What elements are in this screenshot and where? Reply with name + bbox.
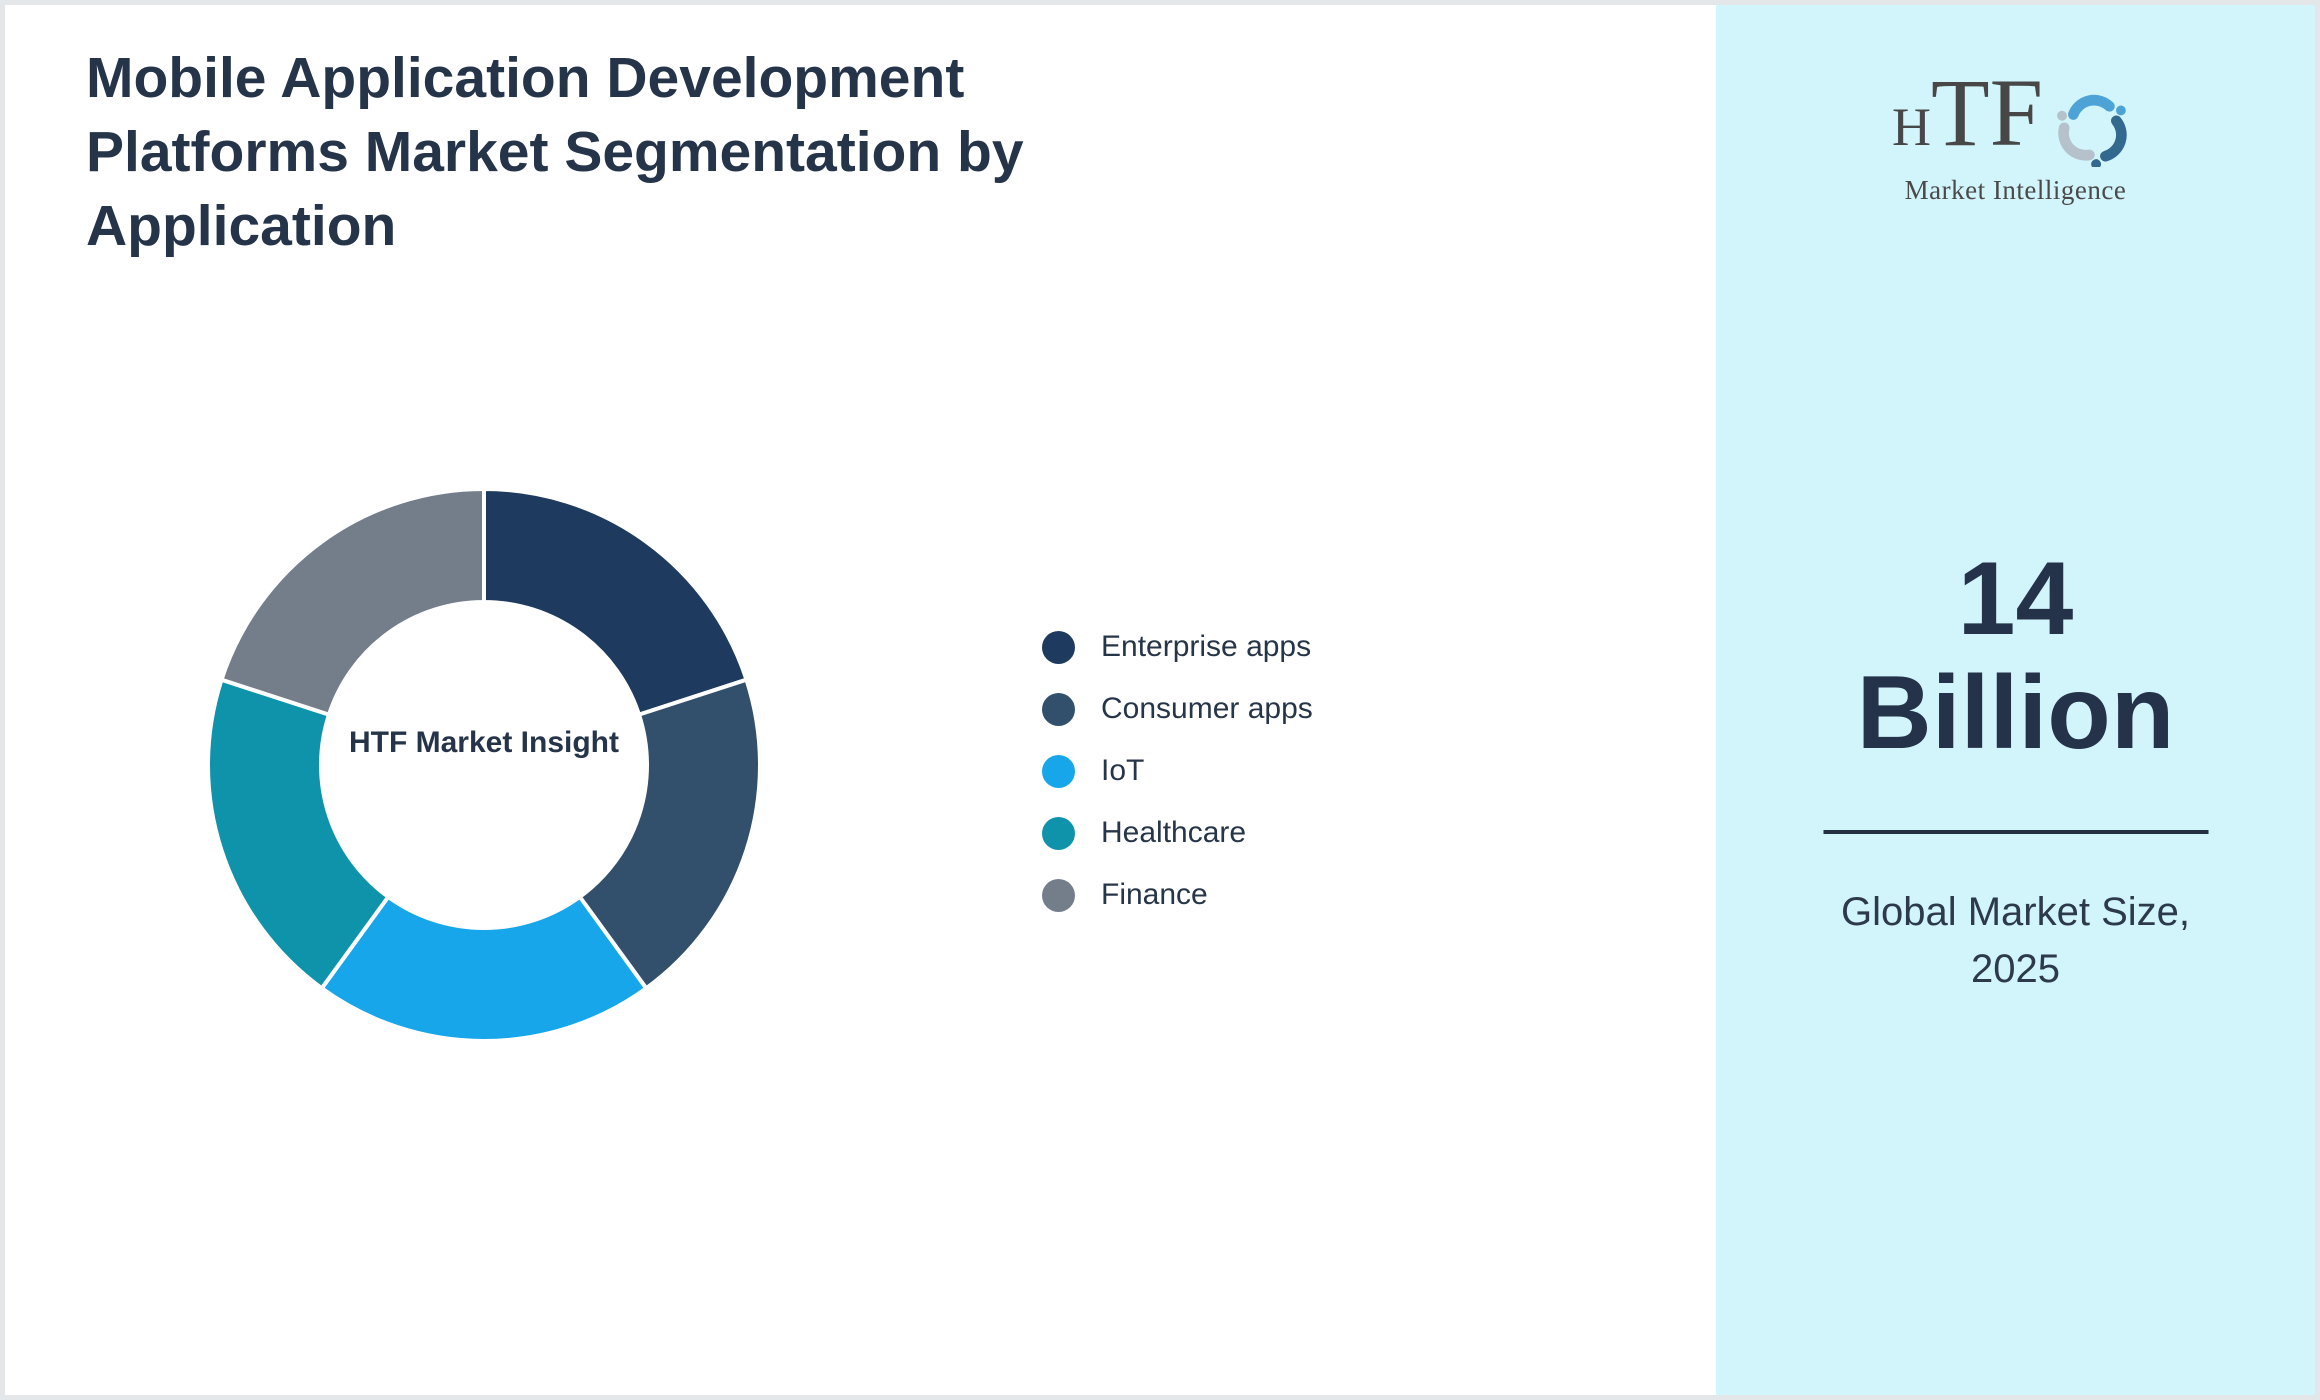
legend-item: Consumer apps xyxy=(1042,678,1313,740)
legend-item: Healthcare xyxy=(1042,802,1313,864)
donut-segment xyxy=(206,677,391,991)
legend-label: Consumer apps xyxy=(1101,692,1313,725)
donut-center-label: HTF Market Insight xyxy=(348,726,619,759)
market-size-value-line2: Billion xyxy=(1856,655,2175,771)
donut-segment xyxy=(319,894,649,1043)
donut-segment xyxy=(219,487,486,717)
market-size-caption: Global Market Size, 2025 xyxy=(1716,884,2315,998)
brand-name: HTF xyxy=(1891,59,2044,166)
legend-item: IoT xyxy=(1042,740,1313,802)
donut-segment xyxy=(577,677,762,991)
brand-subtitle: Market Intelligence xyxy=(1904,175,2127,205)
legend-swatch xyxy=(1042,816,1075,850)
market-size-caption-line2: 2025 xyxy=(1971,947,2060,991)
donut-segment xyxy=(482,487,749,717)
legend-label: IoT xyxy=(1101,754,1145,787)
dolphin-swirl-icon xyxy=(2057,94,2127,167)
legend-label: Healthcare xyxy=(1101,816,1247,849)
page-title: Mobile Application Development Platforms… xyxy=(86,46,1024,258)
donut-chart xyxy=(206,487,762,1043)
legend-swatch xyxy=(1042,878,1075,912)
legend-swatch xyxy=(1042,630,1075,664)
legend-swatch xyxy=(1042,692,1075,726)
sidebar: HTF Market Intellig xyxy=(1716,5,2315,1395)
divider xyxy=(1823,830,2208,834)
legend-label: Enterprise apps xyxy=(1101,630,1312,663)
market-size-caption-line1: Global Market Size, xyxy=(1840,890,2191,934)
legend-swatch xyxy=(1042,754,1075,788)
legend: Enterprise apps Consumer apps IoT Healthcar… xyxy=(1042,616,1313,926)
market-size-value-line1: 14 xyxy=(1957,541,2074,657)
legend-label: Finance xyxy=(1101,878,1208,911)
legend-item: Finance xyxy=(1042,864,1313,926)
brand-logo-row: HTF xyxy=(1892,65,2139,175)
legend-item: Enterprise apps xyxy=(1042,616,1313,678)
brand-logo: HTF Market Intellig xyxy=(1716,65,2315,205)
market-size-value: 14 Billion xyxy=(1716,542,2315,770)
